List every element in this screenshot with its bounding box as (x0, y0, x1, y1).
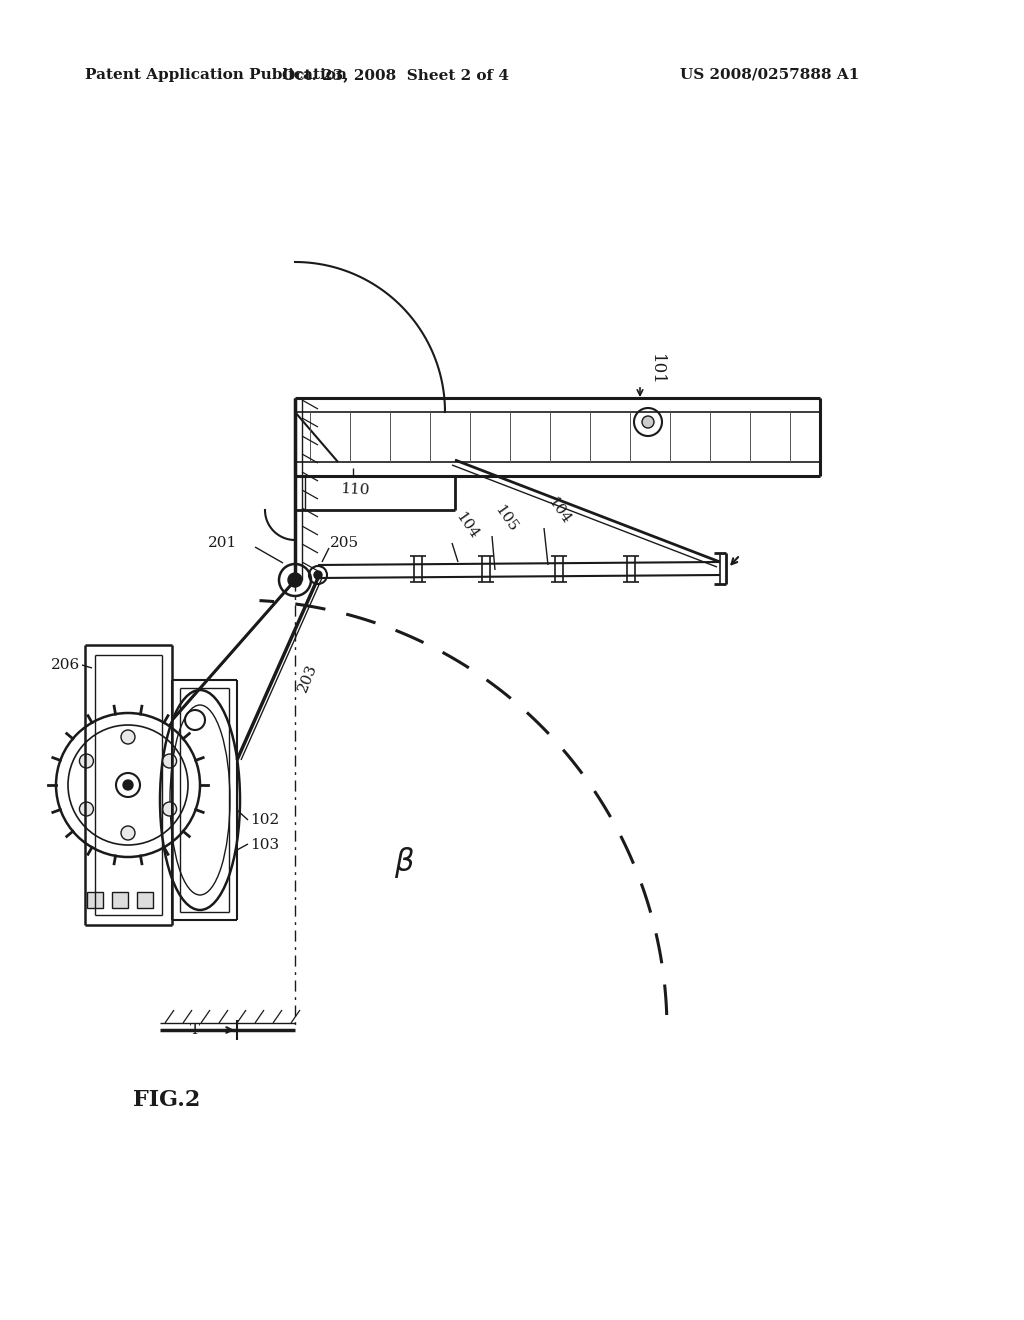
Circle shape (288, 573, 302, 587)
Circle shape (314, 572, 322, 579)
Text: 103: 103 (250, 838, 280, 851)
Circle shape (163, 803, 176, 816)
Text: Oct. 23, 2008  Sheet 2 of 4: Oct. 23, 2008 Sheet 2 of 4 (282, 69, 509, 82)
Text: 104: 104 (545, 495, 573, 527)
Text: 102: 102 (250, 813, 280, 828)
Circle shape (123, 780, 133, 789)
Text: 201: 201 (208, 536, 237, 550)
Bar (87, 892, 103, 908)
Text: 110: 110 (340, 482, 370, 498)
Text: 101: 101 (648, 354, 665, 385)
Text: 104: 104 (453, 510, 481, 543)
Text: T: T (189, 1023, 200, 1038)
Circle shape (121, 826, 135, 840)
Circle shape (121, 730, 135, 744)
Bar (112, 892, 128, 908)
Text: US 2008/0257888 A1: US 2008/0257888 A1 (680, 69, 859, 82)
Text: FIG.2: FIG.2 (133, 1089, 201, 1111)
Text: Patent Application Publication: Patent Application Publication (85, 69, 347, 82)
Circle shape (80, 803, 93, 816)
Text: $\beta$: $\beta$ (394, 845, 415, 880)
Bar (137, 892, 153, 908)
Circle shape (642, 416, 654, 428)
Circle shape (163, 754, 176, 768)
Circle shape (80, 754, 93, 768)
Text: 205: 205 (330, 536, 359, 550)
Text: 206: 206 (51, 657, 80, 672)
Text: 105: 105 (492, 503, 520, 535)
Text: 203: 203 (296, 661, 319, 694)
